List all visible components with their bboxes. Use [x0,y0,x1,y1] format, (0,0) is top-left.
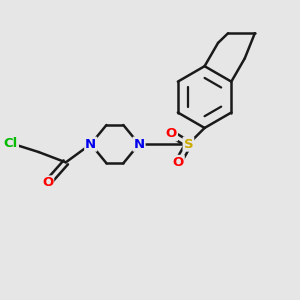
Text: O: O [166,127,177,140]
Text: Cl: Cl [4,137,18,150]
Text: N: N [85,138,96,151]
Text: S: S [184,138,193,151]
Text: O: O [172,156,184,169]
Text: O: O [42,176,53,189]
Text: N: N [134,138,145,151]
